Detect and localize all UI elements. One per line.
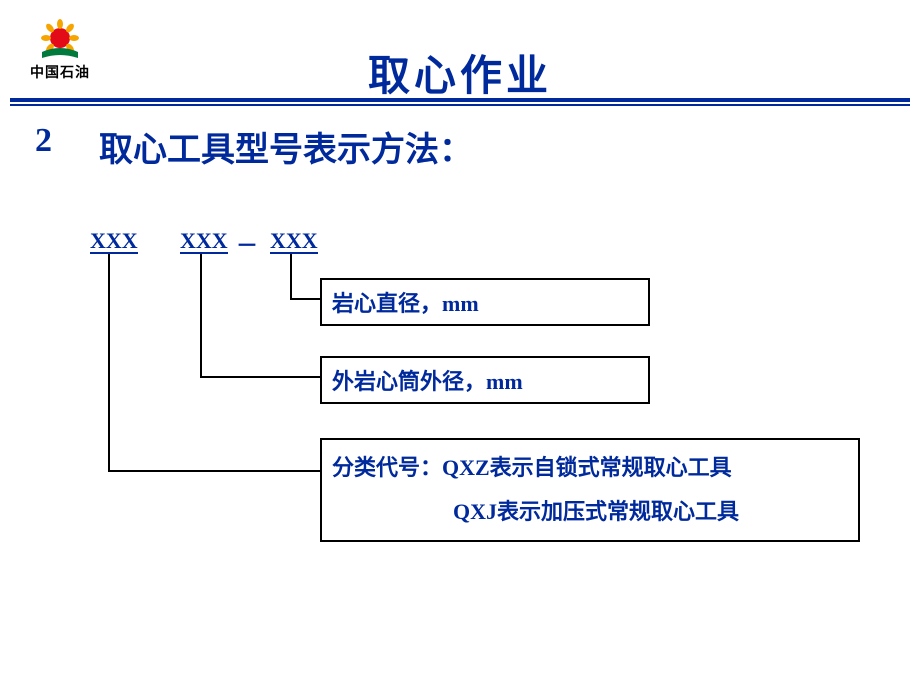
slide: 中国石油 取心作业 2 取心工具型号表示方法： XXX XXX － XXX 岩心… <box>0 0 920 690</box>
desc-box-1: 岩心直径，mm <box>320 278 650 326</box>
connector-v3 <box>290 254 292 298</box>
code-segment-1: XXX <box>90 228 138 254</box>
connector-h2 <box>200 376 320 378</box>
connector-h1 <box>108 470 320 472</box>
desc-box-3-line1: 分类代号：QXZ表示自锁式常规取心工具 <box>332 446 848 490</box>
heading-number: 2 <box>35 122 95 160</box>
code-segment-2: XXX <box>180 228 228 254</box>
desc-box-3-line2: QXJ表示加压式常规取心工具 <box>332 490 848 534</box>
heading-text: 取心工具型号表示方法： <box>99 122 473 171</box>
connector-v2 <box>200 254 202 376</box>
title-rule <box>10 98 910 106</box>
desc-box-3: 分类代号：QXZ表示自锁式常规取心工具 QXJ表示加压式常规取心工具 <box>320 438 860 542</box>
page-title: 取心作业 <box>0 42 920 103</box>
connector-h3 <box>290 298 320 300</box>
code-separator: － <box>236 228 258 260</box>
code-segment-3: XXX <box>270 228 318 254</box>
desc-box-2: 外岩心筒外径，mm <box>320 356 650 404</box>
section-heading: 2 取心工具型号表示方法： <box>35 122 473 171</box>
connector-v1 <box>108 254 110 470</box>
